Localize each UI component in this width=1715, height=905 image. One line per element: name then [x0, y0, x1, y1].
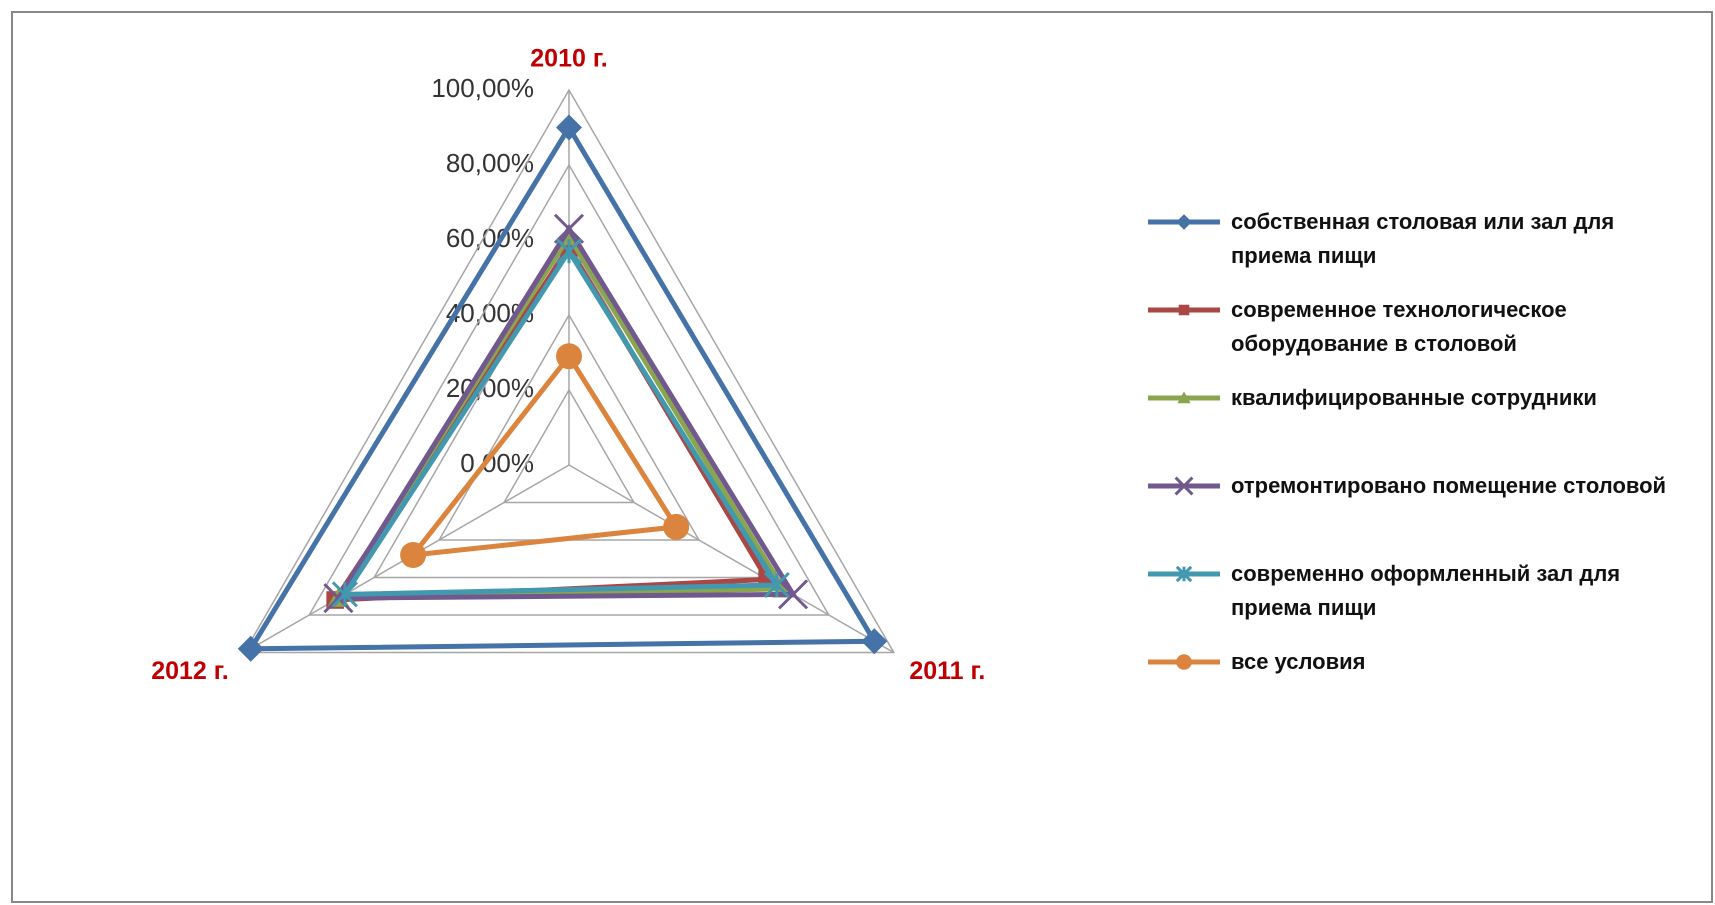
legend-label: собственная столовая или зал для приема …	[1231, 209, 1615, 268]
marker	[778, 579, 809, 610]
legend-swatch	[1148, 304, 1220, 316]
series-line	[340, 246, 782, 598]
series-line	[333, 224, 798, 601]
marker	[331, 581, 358, 608]
legend-item: современно оформленный зал для приема пи…	[1140, 557, 1710, 645]
series-line	[407, 351, 681, 559]
marker	[763, 571, 790, 599]
marker	[663, 513, 690, 540]
marker	[1176, 214, 1192, 230]
marker	[1175, 565, 1193, 583]
marker	[556, 343, 582, 370]
legend-label: все условия	[1231, 649, 1366, 674]
legend-swatch	[1148, 654, 1220, 670]
series-line	[330, 242, 772, 603]
marker	[556, 114, 582, 141]
legend-swatch	[1148, 476, 1220, 496]
legend-item: собственная столовая или зал для приема …	[1140, 205, 1710, 293]
y-tick-label: 0,00%	[460, 448, 534, 478]
category-label: 2012 г.	[151, 657, 228, 685]
axis-spoke	[568, 464, 895, 654]
category-label: 2011 г.	[909, 657, 985, 685]
series-line	[246, 122, 879, 652]
legend-item: современное технологическое оборудование…	[1140, 293, 1710, 381]
marker	[1174, 476, 1194, 496]
legend-label: современно оформленный зал для приема пи…	[1231, 561, 1621, 620]
marker	[1178, 304, 1190, 316]
grid-line	[502, 388, 636, 504]
marker	[400, 542, 427, 568]
legend-item: квалифицированные сотрудники	[1140, 381, 1710, 469]
legend: собственная столовая или зал для приема …	[1140, 205, 1710, 733]
y-tick-label: 80,00%	[446, 148, 534, 178]
marker	[237, 635, 264, 662]
marker	[553, 213, 585, 244]
chart-border	[11, 11, 1713, 903]
legend-item: все условия	[1140, 645, 1710, 733]
category-label: 2010 г.	[530, 45, 607, 73]
legend-swatch	[1148, 565, 1220, 583]
legend-item: отремонтировано помещение столовой	[1140, 469, 1710, 557]
marker	[555, 238, 583, 265]
legend-label: квалифицированные сотрудники	[1231, 385, 1597, 410]
marker	[861, 628, 888, 655]
legend-label: современное технологическое оборудование…	[1231, 297, 1567, 356]
grid-line	[242, 88, 896, 654]
marker	[1176, 654, 1192, 670]
marker	[1177, 391, 1191, 404]
legend-label: отремонтировано помещение столовой	[1231, 473, 1667, 498]
series-line	[333, 231, 788, 601]
y-tick-label: 100,00%	[431, 73, 534, 103]
legend-swatch	[1148, 391, 1220, 404]
grid-line	[307, 163, 831, 616]
legend-swatch	[1148, 214, 1220, 230]
